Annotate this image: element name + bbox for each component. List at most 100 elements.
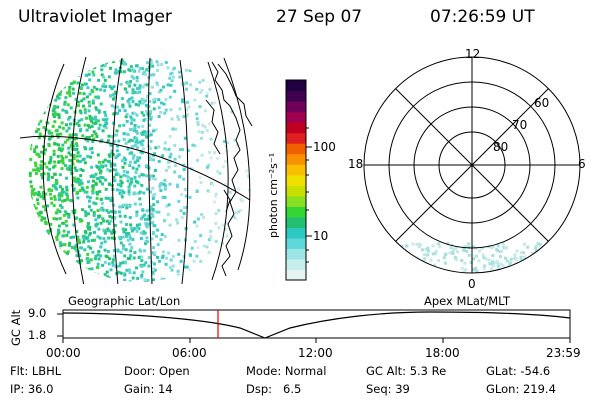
uv-pixel (131, 156, 135, 160)
uv-pixel (97, 110, 101, 114)
uv-pixel (519, 275, 522, 278)
uv-pixel (116, 144, 119, 148)
uv-pixel (111, 168, 115, 172)
uv-pixel (125, 206, 129, 210)
uv-pixel (76, 81, 80, 85)
uv-pixel (73, 61, 76, 65)
uv-pixel (42, 111, 46, 115)
uv-pixel (239, 208, 243, 212)
uv-pixel (47, 137, 51, 141)
uv-pixel (143, 72, 147, 76)
uv-pixel (73, 271, 77, 275)
uv-pixel (94, 117, 98, 121)
uv-pixel (181, 100, 185, 104)
uv-pixel (29, 112, 33, 116)
uv-pixel (60, 149, 64, 153)
uv-pixel (517, 266, 521, 270)
uv-pixel (547, 257, 551, 261)
uv-pixel (76, 196, 80, 200)
uv-pixel (130, 229, 134, 233)
uv-pixel (65, 224, 69, 228)
uv-pixel (112, 97, 115, 101)
uv-pixel (135, 229, 139, 233)
uv-pixel (385, 242, 389, 246)
uv-pixel (434, 250, 438, 254)
uv-pixel (61, 126, 65, 130)
uv-pixel (122, 169, 126, 173)
uv-pixel (423, 253, 427, 257)
uv-pixel (76, 177, 80, 181)
uv-pixel (195, 112, 199, 116)
uv-pixel (157, 159, 161, 163)
uv-pixel (82, 238, 86, 242)
uv-pixel (61, 284, 64, 287)
uv-pixel (126, 238, 130, 242)
uv-pixel (84, 73, 88, 77)
colorbar-swatch (286, 248, 306, 260)
uv-pixel (51, 58, 54, 62)
instrument-title: Ultraviolet Imager (18, 7, 172, 27)
uv-pixel (138, 156, 142, 160)
uv-pixel (521, 251, 525, 255)
uv-pixel (413, 258, 417, 262)
uv-pixel (163, 178, 167, 182)
uv-pixel (223, 140, 226, 143)
uv-pixel (180, 193, 183, 197)
uv-pixel (150, 237, 154, 241)
uv-pixel (34, 106, 37, 110)
uv-pixel (223, 227, 227, 231)
uv-pixel (75, 144, 79, 148)
uv-pixel (206, 165, 209, 169)
uv-pixel (115, 133, 119, 137)
uv-pixel (81, 134, 85, 138)
uv-pixel (92, 85, 96, 89)
uv-pixel (239, 76, 242, 80)
uv-pixel (125, 268, 129, 272)
uv-pixel (553, 258, 557, 262)
uv-pixel (35, 87, 38, 91)
uv-pixel (521, 264, 525, 268)
uv-pixel (490, 246, 494, 249)
uv-pixel (94, 280, 98, 282)
uv-pixel (139, 202, 142, 206)
uv-pixel (147, 222, 151, 226)
uv-pixel (128, 271, 132, 275)
status-value: 39 (395, 382, 410, 396)
uv-pixel (125, 119, 129, 123)
uv-pixel (188, 68, 192, 72)
uv-pixel (147, 133, 151, 137)
uv-pixel (50, 271, 54, 275)
uv-pixel (88, 231, 92, 235)
uv-pixel (95, 135, 99, 138)
longitude-line (71, 56, 87, 284)
uv-pixel (104, 85, 108, 89)
uv-pixel (40, 261, 44, 265)
uv-pixel (82, 92, 86, 96)
uv-pixel (91, 239, 95, 242)
uv-pixel (152, 73, 156, 77)
uv-pixel (221, 242, 224, 245)
uv-pixel (67, 151, 71, 155)
mlt-label-12: 12 (465, 47, 481, 61)
uv-pixel (109, 199, 113, 202)
uv-pixel (101, 118, 105, 122)
uv-pixel (86, 136, 89, 139)
uv-pixel (113, 71, 117, 75)
uv-pixel (72, 153, 76, 157)
uv-pixel (148, 177, 152, 181)
uv-pixel (127, 175, 131, 179)
uv-pixel (65, 123, 68, 127)
uv-pixel (76, 273, 80, 277)
uv-pixel (102, 279, 105, 282)
uv-pixel (101, 281, 105, 282)
uv-pixel (72, 81, 76, 85)
uv-pixel (48, 167, 52, 171)
uv-pixel (88, 104, 92, 108)
uv-pixel (113, 105, 117, 109)
uv-pixel (34, 164, 38, 168)
uv-pixel (453, 256, 457, 259)
uv-pixel (169, 83, 173, 87)
uv-pixel (148, 111, 152, 115)
uv-pixel (195, 254, 199, 258)
uv-pixel (77, 268, 81, 272)
